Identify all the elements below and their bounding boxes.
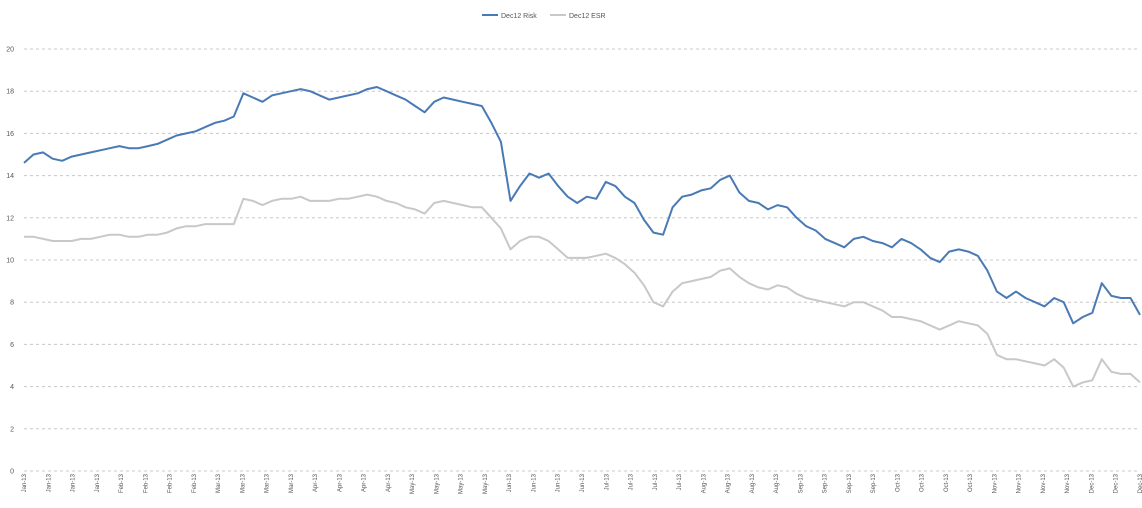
x-tick-label: Jun-13 [580, 473, 586, 492]
x-tick-label: Nov-13 [992, 473, 998, 493]
x-tick-label: Aug-13 [750, 473, 756, 493]
x-tick-label: Oct-13 [944, 473, 950, 492]
x-tick-label: Sep-13 [798, 473, 804, 493]
x-tick-label: Jul-13 [629, 473, 635, 490]
x-tick-label: Apr-13 [386, 473, 392, 492]
x-tick-label: May-13 [459, 473, 465, 494]
y-tick-label: 2 [10, 426, 14, 433]
x-tick-label: Jul-13 [677, 473, 683, 490]
y-tick-label: 16 [6, 131, 14, 138]
x-tick-label: Jun-13 [531, 473, 537, 492]
x-tick-label: Mar-13 [240, 473, 246, 493]
y-tick-label: 12 [6, 215, 14, 222]
x-tick-label: Oct-13 [968, 473, 974, 492]
x-tick-label: Dec-13 [1114, 473, 1120, 493]
legend-label-esr: Dec12 ESR [569, 13, 606, 20]
x-tick-label: Mar-13 [289, 473, 295, 493]
x-tick-label: Sep-13 [847, 473, 853, 493]
x-tick-label: Feb-13 [192, 473, 198, 493]
x-tick-label: Apr-13 [337, 473, 343, 492]
x-tick-label: Sep-13 [871, 473, 877, 493]
x-tick-label: Mar-13 [216, 473, 222, 493]
x-tick-label: May-13 [434, 473, 440, 494]
x-tick-label: Jan-13 [22, 473, 28, 492]
x-tick-label: Jan-13 [46, 473, 52, 492]
x-tick-label: May-13 [410, 473, 416, 494]
legend-label-risk: Dec12 Risk [501, 13, 537, 20]
x-tick-label: Oct-13 [895, 473, 901, 492]
x-tick-label: Nov-13 [1017, 473, 1023, 493]
y-tick-label: 8 [10, 300, 14, 307]
x-tick-label: Jul-13 [653, 473, 659, 490]
x-tick-label: Oct-13 [920, 473, 926, 492]
y-tick-label: 6 [10, 342, 14, 349]
legend: Dec12 Risk Dec12 ESR [482, 13, 606, 20]
x-tick-label: Aug-13 [726, 473, 732, 493]
y-axis-ticks: 0 2 4 6 8 10 12 14 16 18 20 [6, 47, 14, 476]
x-tick-label: May-13 [483, 473, 489, 494]
series-lines [23, 86, 1141, 388]
x-tick-label: Feb-13 [143, 473, 149, 493]
y-tick-label: 14 [6, 173, 14, 180]
x-tick-label: Mar-13 [265, 473, 271, 493]
x-tick-label: Nov-13 [1041, 473, 1047, 493]
x-tick-label: Jun-13 [507, 473, 513, 492]
gridlines [24, 48, 1140, 472]
series-line-risk [23, 86, 1141, 325]
x-tick-label: Apr-13 [362, 473, 368, 492]
x-tick-label: Sep-13 [823, 473, 829, 493]
x-tick-label: Aug-13 [701, 473, 707, 493]
x-tick-label: Feb-13 [119, 473, 125, 493]
x-tick-label: Dec-13 [1089, 473, 1095, 493]
y-tick-label: 10 [6, 258, 14, 265]
x-tick-label: Nov-13 [1065, 473, 1071, 493]
y-tick-label: 18 [6, 89, 14, 96]
x-tick-label: Feb-13 [168, 473, 174, 493]
x-tick-label: Jan-13 [95, 473, 101, 492]
x-tick-label: Jun-13 [556, 473, 562, 492]
x-tick-label: Apr-13 [313, 473, 319, 492]
y-tick-label: 20 [6, 47, 14, 54]
x-tick-label: Aug-13 [774, 473, 780, 493]
series-line-esr [24, 193, 1141, 388]
x-tick-label: Jan-13 [71, 473, 77, 492]
x-tick-label: Jul-13 [604, 473, 610, 490]
x-axis-ticks: Jan-13 Jan-13 Jan-13 Jan-13 Feb-13 Feb-13 Feb-… [22, 473, 1142, 494]
x-tick-label: Dec-13 [1138, 473, 1142, 493]
y-tick-label: 0 [10, 469, 14, 476]
y-tick-label: 4 [10, 384, 14, 391]
